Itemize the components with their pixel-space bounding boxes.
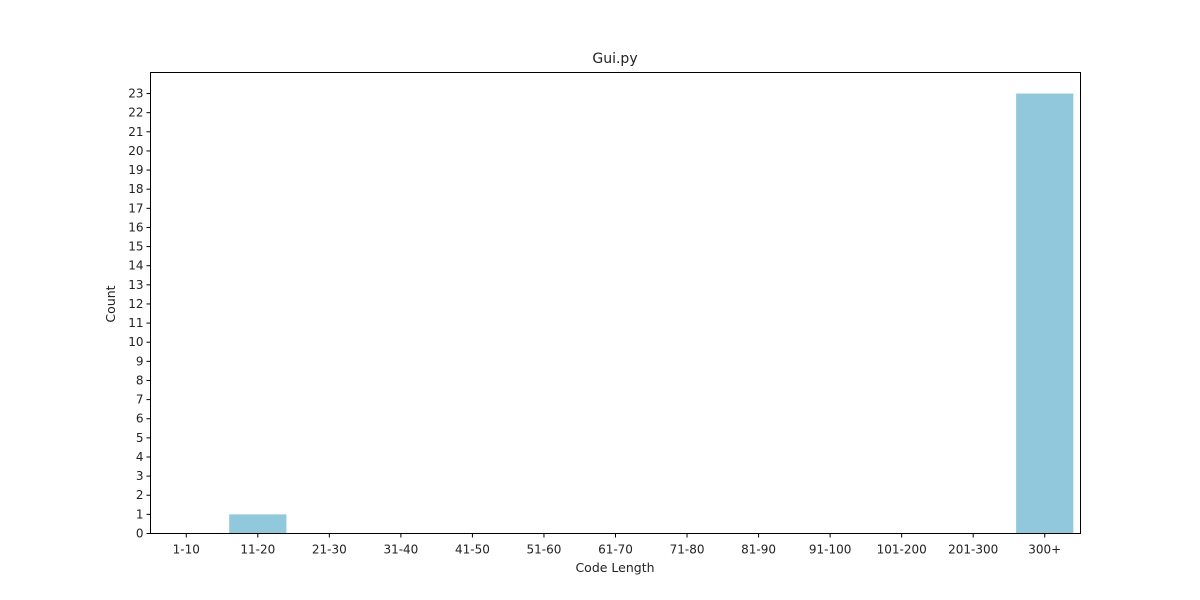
y-tick-label: 1 — [136, 507, 144, 521]
x-tick-label: 71-80 — [670, 543, 705, 557]
y-tick-label: 9 — [136, 354, 144, 368]
y-tick-label: 3 — [136, 469, 144, 483]
y-tick-label: 2 — [136, 488, 144, 502]
bars-group — [229, 93, 1074, 534]
x-tick-label: 300+ — [1028, 543, 1061, 557]
y-tick-label: 14 — [128, 259, 143, 273]
y-tick-label: 10 — [128, 335, 143, 349]
x-tick-label: 101-200 — [877, 543, 927, 557]
y-tick-label: 16 — [128, 220, 143, 234]
y-tick-label: 4 — [136, 450, 144, 464]
y-tick-label: 6 — [136, 412, 144, 426]
y-axis-label: Count — [103, 285, 118, 322]
y-tick-label: 13 — [128, 278, 143, 292]
y-tick-label: 15 — [128, 240, 143, 254]
x-tick-label: 11-20 — [240, 543, 275, 557]
bar-11-20 — [229, 514, 287, 534]
x-tick-label: 21-30 — [312, 543, 347, 557]
y-tick-label: 5 — [136, 431, 144, 445]
x-tick-label: 81-90 — [741, 543, 776, 557]
x-tick-label: 51-60 — [527, 543, 562, 557]
bar-300+ — [1016, 93, 1074, 534]
x-tick-label: 61-70 — [598, 543, 633, 557]
x-axis-label: Code Length — [575, 560, 654, 575]
y-tick-label: 23 — [128, 87, 143, 101]
y-tick-label: 8 — [136, 373, 144, 387]
y-tick-label: 17 — [128, 201, 143, 215]
plot-frame — [150, 72, 1081, 534]
chart-title: Gui.py — [592, 51, 637, 67]
y-tick-label: 20 — [128, 144, 143, 158]
x-axis: 1-10 11-20 21-30 31-40 41-50 51-60 61-70 71-80 8… — [173, 533, 1061, 557]
y-tick-label: 21 — [128, 125, 143, 139]
x-tick-label: 91-100 — [809, 543, 852, 557]
y-tick-label: 12 — [128, 297, 143, 311]
x-tick-label: 31-40 — [383, 543, 418, 557]
x-tick-label: 1-10 — [173, 543, 200, 557]
y-tick-label: 0 — [136, 527, 144, 541]
y-tick-label: 11 — [128, 316, 143, 330]
y-tick-label: 22 — [128, 106, 143, 120]
x-tick-label: 41-50 — [455, 543, 490, 557]
y-tick-label: 18 — [128, 182, 143, 196]
y-tick-label: 19 — [128, 163, 143, 177]
x-tick-label: 201-300 — [948, 543, 998, 557]
y-tick-label: 7 — [136, 393, 144, 407]
